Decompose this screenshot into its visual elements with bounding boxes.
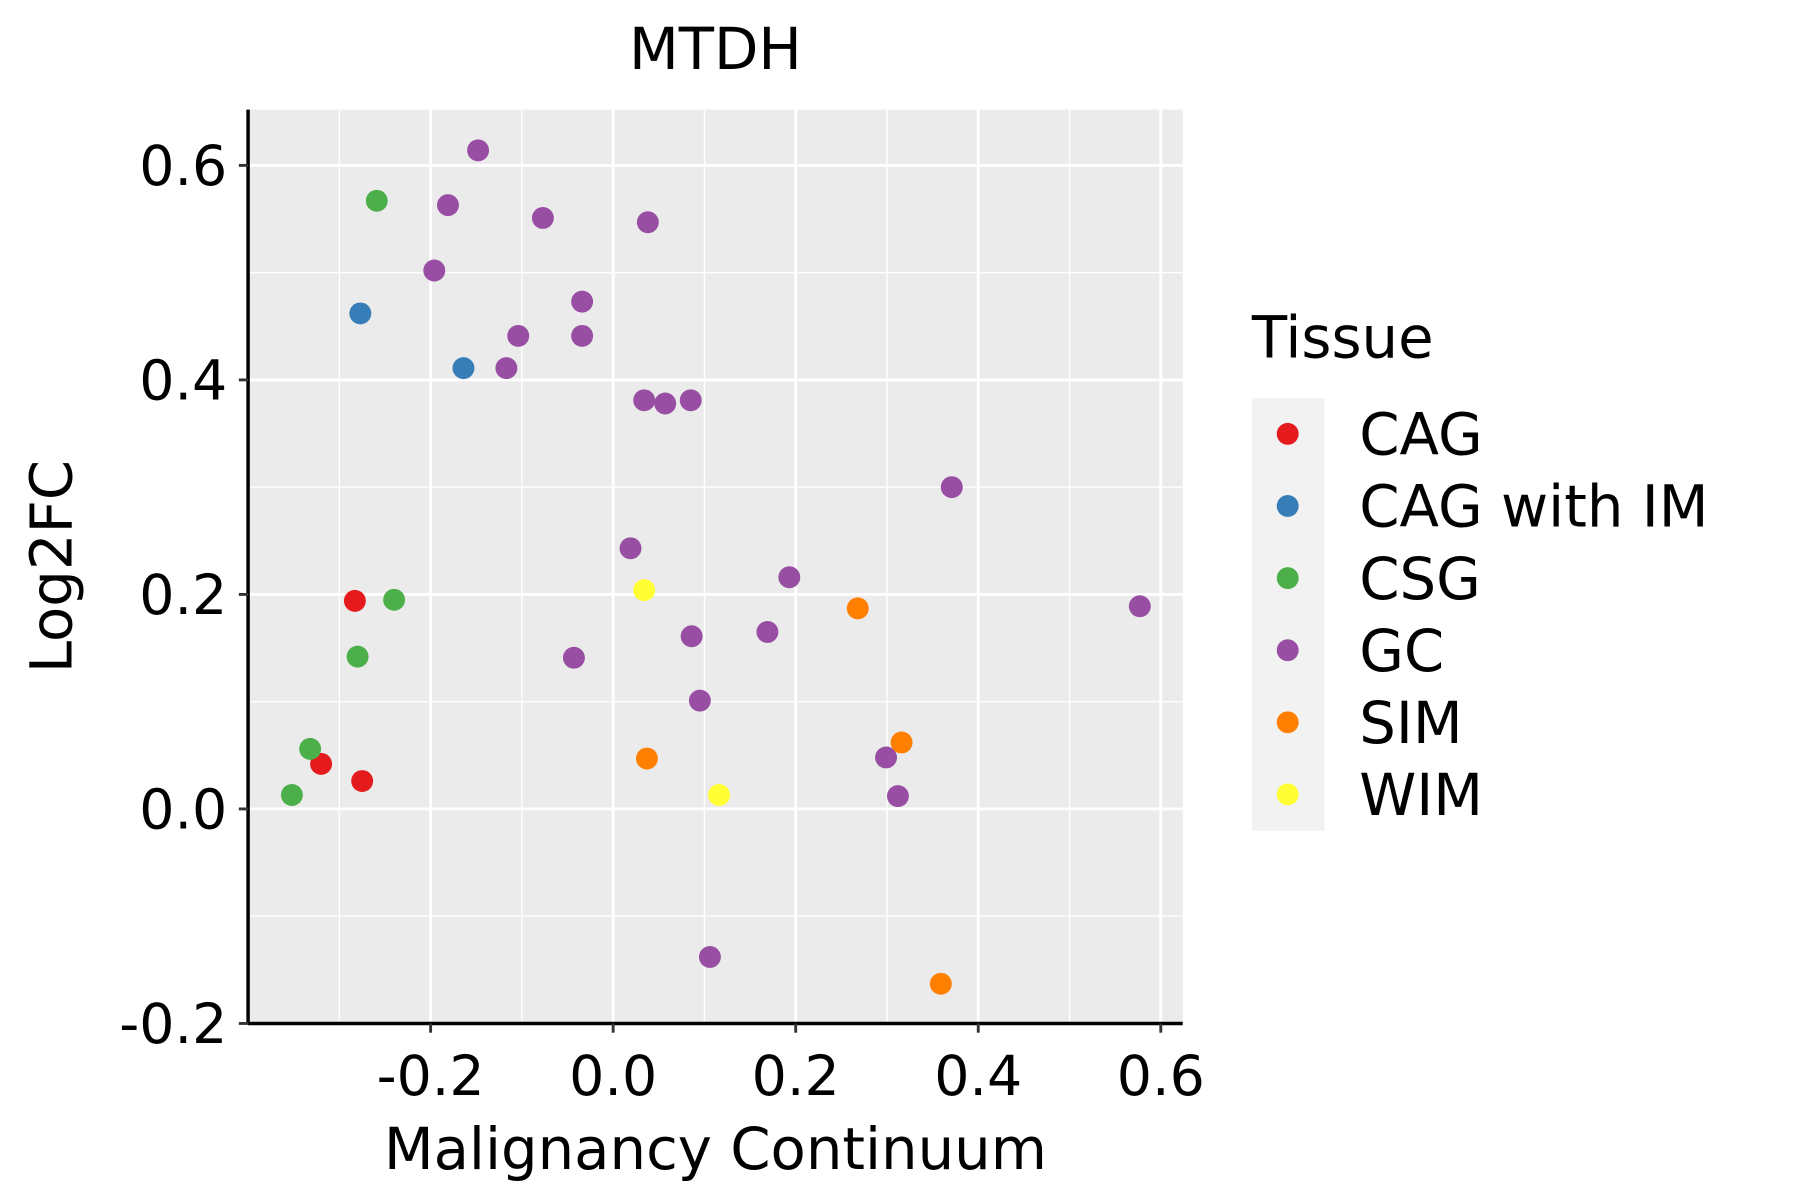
data-point-gc [680, 625, 703, 648]
data-point-gc [633, 389, 656, 412]
data-point-gc [531, 206, 554, 229]
axis-ticks: -0.2 0.0 0.2 0.4 0.6 -0.2 0.0 0.2 0.4 0.6 [119, 135, 1205, 1109]
data-point-csg [383, 588, 406, 611]
y-tick-label: 0.6 [139, 135, 227, 199]
y-tick-label: -0.2 [119, 993, 227, 1057]
data-point-cag [310, 752, 333, 775]
legend-key [1276, 639, 1299, 662]
data-point-sim [635, 747, 658, 770]
x-tick-label: 0.6 [1117, 1045, 1205, 1109]
data-point-gc [562, 646, 585, 669]
data-point-sim [846, 597, 869, 620]
legend-title: Tissue [1251, 304, 1434, 372]
plot-panel [248, 109, 1183, 1024]
data-point-cag [343, 589, 366, 612]
legend-label: CSG [1359, 545, 1481, 613]
legend-label: SIM [1359, 689, 1462, 757]
data-point-gc [495, 357, 518, 380]
y-tick-label: 0.4 [139, 350, 227, 414]
legend-label: GC [1359, 617, 1444, 685]
x-tick-label: 0.2 [752, 1045, 840, 1109]
grid-lines [248, 109, 1183, 1025]
data-point-cag-with-im [349, 302, 372, 325]
x-tick-label: 0.0 [569, 1045, 657, 1109]
legend-label: CAG with IM [1359, 473, 1708, 541]
data-point-gc [654, 392, 677, 415]
legend-key [1276, 783, 1299, 806]
legend-key [1276, 422, 1299, 445]
data-point-gc [940, 476, 963, 499]
data-point-gc [507, 324, 530, 347]
data-points [280, 139, 1151, 995]
data-point-gc [1128, 595, 1151, 618]
legend-label: WIM [1359, 761, 1483, 829]
legend-key-background [1251, 398, 1325, 831]
data-point-wim [708, 784, 730, 806]
data-point-gc [619, 537, 642, 560]
data-point-gc [778, 566, 801, 589]
data-point-sim [890, 731, 913, 754]
chart-title: MTDH [629, 15, 802, 83]
y-tick-label: 0.2 [139, 564, 227, 628]
data-point-gc [688, 689, 711, 712]
data-point-gc [467, 139, 490, 162]
data-point-csg [299, 737, 322, 760]
data-point-csg [346, 645, 369, 668]
legend-key [1276, 711, 1299, 734]
data-point-gc [636, 211, 659, 234]
data-point-gc [698, 945, 721, 968]
data-point-csg [280, 784, 303, 806]
x-tick-label: -0.2 [377, 1045, 485, 1109]
data-point-sim [929, 972, 952, 995]
data-point-gc [679, 389, 702, 412]
data-point-gc [571, 324, 594, 347]
data-point-wim [633, 579, 656, 602]
x-axis-label: Malignancy Continuum [384, 1115, 1047, 1183]
data-point-gc [571, 290, 594, 313]
legend-key [1276, 567, 1299, 590]
data-point-csg [365, 189, 388, 212]
x-tick-label: 0.4 [934, 1045, 1022, 1109]
data-point-gc [886, 785, 909, 808]
legend-label: CAG [1359, 401, 1482, 469]
y-axis-label: Log2FC [18, 460, 86, 673]
data-point-gc [756, 621, 779, 643]
y-tick-label: 0.0 [139, 779, 227, 843]
data-point-gc [423, 259, 446, 282]
data-point-gc [436, 194, 459, 217]
data-point-cag [351, 770, 374, 793]
data-point-cag-with-im [452, 357, 475, 380]
legend-key [1276, 495, 1299, 517]
data-point-gc [875, 746, 898, 769]
